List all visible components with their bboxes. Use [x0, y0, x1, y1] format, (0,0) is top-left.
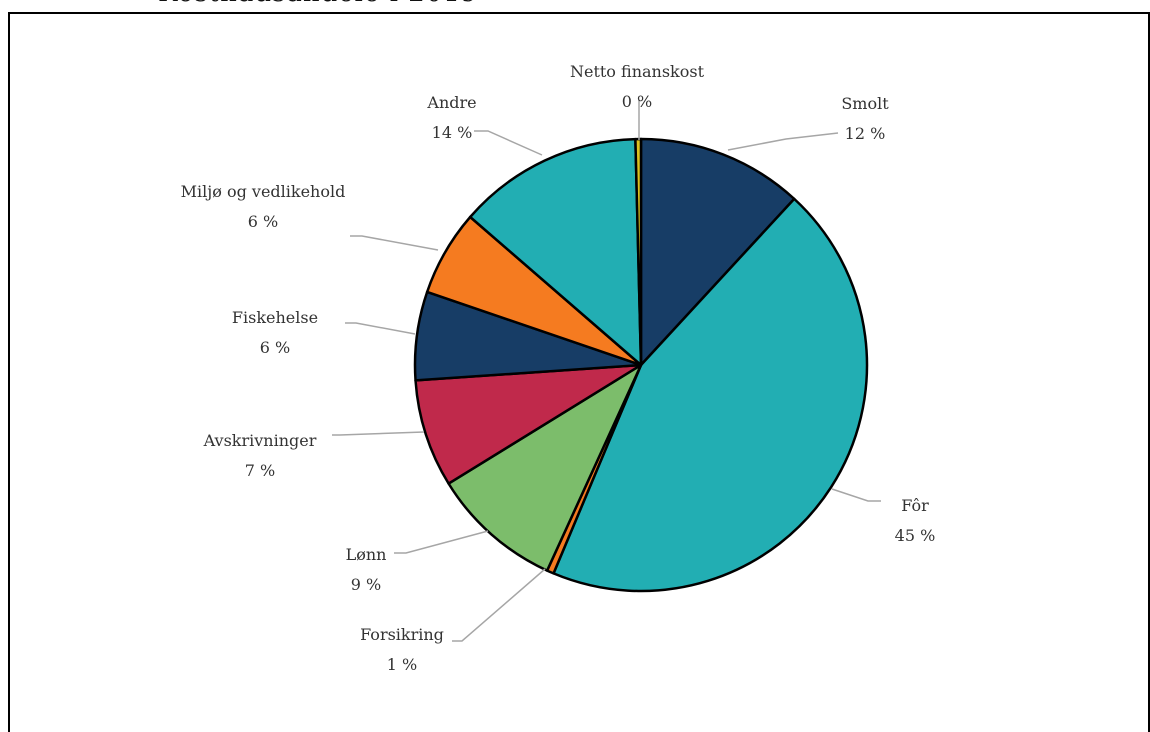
slice-labels: Smolt 12 % Fôr 45 % Forsikring 1 % Lønn 9 % Avsk… — [181, 62, 936, 674]
pie-chart: Smolt 12 % Fôr 45 % Forsikring 1 % Lønn 9 % Avsk… — [181, 62, 936, 674]
slice-name-miljo-og-vedlikehold: Miljø og vedlikehold — [181, 182, 346, 201]
slice-value-andre: 14 % — [432, 123, 473, 142]
slice-value-fiskehelse: 6 % — [260, 338, 290, 357]
pie-slice-netto-finanskost — [634, 137, 643, 367]
leader-line-smolt — [727, 132, 839, 151]
slice-value-miljo-og-vedlikehold: 6 % — [248, 212, 278, 231]
pie-slice-for — [552, 197, 869, 593]
chart-frame: Smolt 12 % Fôr 45 % Forsikring 1 % Lønn 9 % Avsk… — [8, 12, 1150, 732]
slice-name-netto-finanskost: Netto finanskost — [570, 62, 705, 81]
slice-value-lonn: 9 % — [351, 575, 381, 594]
slice-name-for: Fôr — [901, 496, 929, 515]
pie-slice-avskrivninger — [414, 363, 643, 485]
slice-value-smolt: 12 % — [845, 124, 886, 143]
leader-line-forsikring — [452, 568, 546, 642]
slice-name-forsikring: Forsikring — [360, 625, 444, 644]
slice-name-fiskehelse: Fiskehelse — [232, 308, 318, 327]
leader-line-for — [831, 488, 881, 502]
leader-line-lonn — [394, 530, 489, 554]
page-title: Kostnadsandele i 2019 — [158, 0, 478, 8]
slice-value-for: 45 % — [895, 526, 936, 545]
pie-slice-lonn — [447, 363, 643, 572]
leader-line-miljo-og-vedlikehold — [350, 235, 439, 251]
slice-value-avskrivninger: 7 % — [245, 461, 275, 480]
leader-line-avskrivninger — [332, 431, 425, 436]
pie-slice-andre — [468, 137, 643, 367]
slice-name-smolt: Smolt — [841, 94, 889, 113]
slice-value-forsikring: 1 % — [387, 655, 417, 674]
leader-lines — [332, 100, 881, 642]
slice-value-netto-finanskost: 0 % — [622, 92, 652, 111]
slice-name-andre: Andre — [426, 93, 476, 112]
slice-name-lonn: Lønn — [346, 545, 387, 564]
pie-slice-smolt — [639, 137, 796, 367]
leader-line-fiskehelse — [345, 322, 416, 335]
slice-name-avskrivninger: Avskrivninger — [203, 431, 317, 450]
pie-slices — [413, 137, 869, 593]
leader-line-andre — [474, 130, 543, 156]
